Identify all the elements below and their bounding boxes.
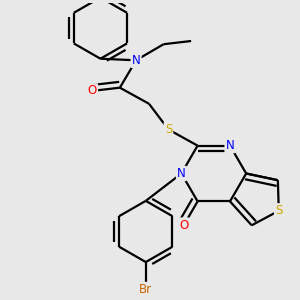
- Text: O: O: [179, 219, 188, 232]
- Text: N: N: [177, 167, 186, 180]
- Text: O: O: [88, 84, 97, 98]
- Text: S: S: [275, 204, 283, 217]
- Text: N: N: [132, 54, 140, 67]
- Text: N: N: [226, 139, 234, 152]
- Text: S: S: [165, 123, 172, 136]
- Text: Br: Br: [139, 283, 152, 296]
